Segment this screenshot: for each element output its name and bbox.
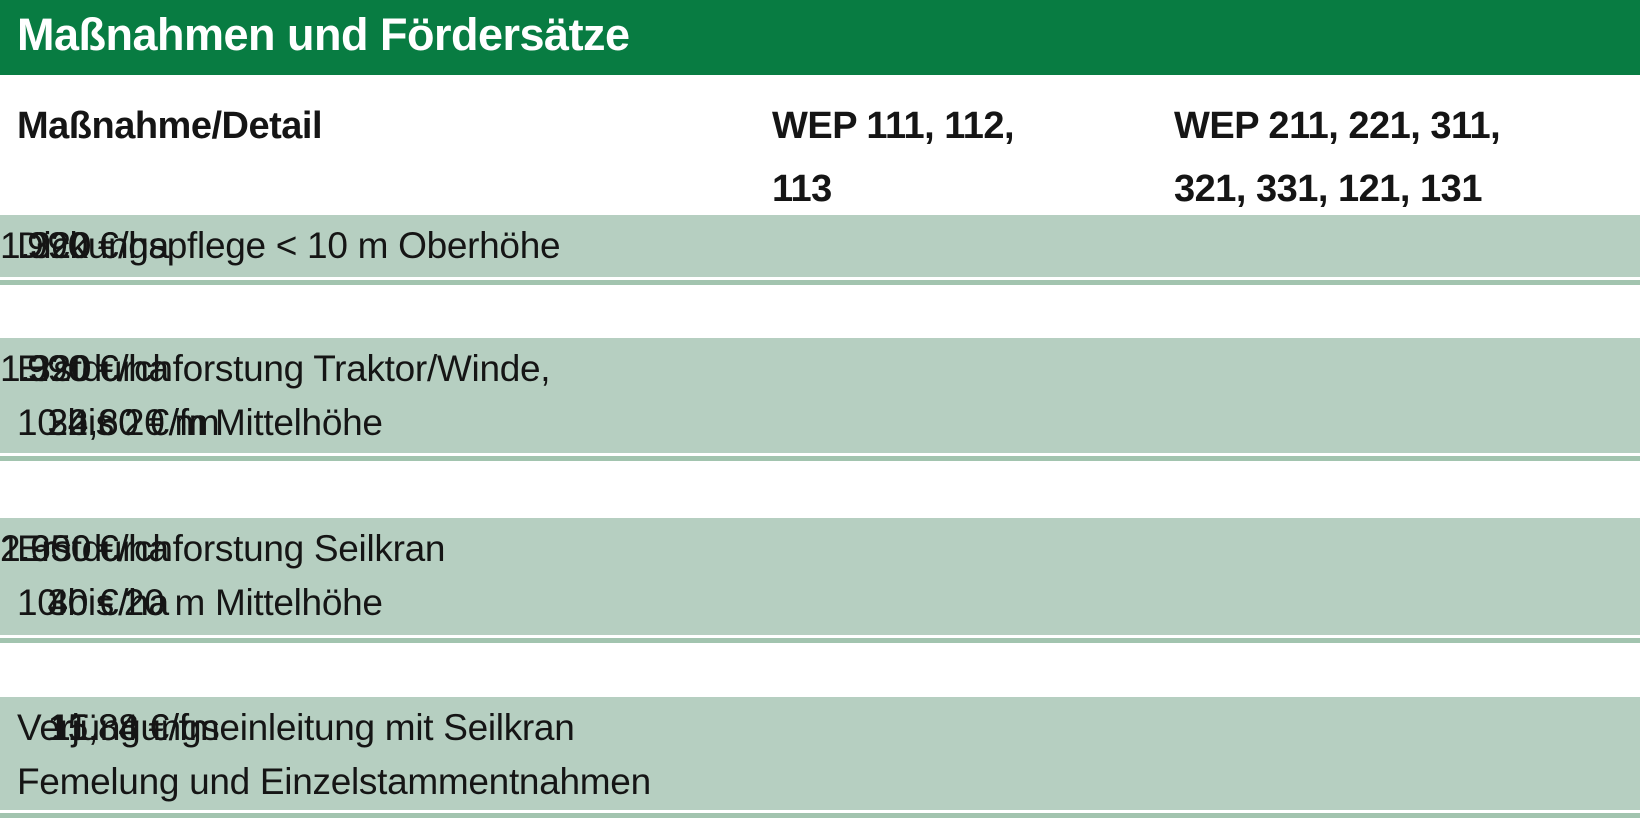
value-amount: 32 [47,402,88,443]
row-label-cell: Erstdurchforstung Seilkran 10 bis 20 m Mi… [17,518,445,630]
value-unit: €/ha [88,225,169,266]
column-header-wep-1: WEP 111, 112, 113 [772,75,1015,221]
value-line: 990 €/ha [0,219,169,273]
table-body: Dickungspflege < 10 m Oberhöhe 990 €/ha 1.… [0,215,1640,818]
value-amount: 2.600 [0,528,92,569]
value-unit: €/ha [88,225,169,266]
value-amount: 1.320 [0,348,92,389]
table-row: Verjüngungseinleitung mit Seilkran Femelu… [0,697,1640,810]
value-cell: 11,88 €/fm [0,697,219,755]
value-cell: 1.320 €/ha 32,80 €/fm [0,338,220,450]
value-cell: 990 €/ha 24,60 €/fm [0,338,219,450]
value-unit: ,84 €/fm [88,707,220,748]
value-unit: €/ha [88,582,169,623]
row-label-line: Verjüngungseinleitung mit Seilkran [17,707,575,748]
value-line: 30 €/ha [0,576,169,630]
value-line: 1.320 €/ha [0,219,169,273]
value-unit: ,88 €/fm [88,707,220,748]
value-cell: 1.950 €/ha 30 €/ha [0,518,169,630]
value-amount: 990 [27,225,88,266]
value-line: 11,88 €/fm [0,701,219,755]
value-unit: €/ha [88,528,169,569]
value-unit: ,60 €/fm [88,402,220,443]
row-label-cell: Verjüngungseinleitung mit Seilkran Femelu… [17,697,651,809]
column-header-measure: Maßnahme/Detail [17,75,323,158]
value-amount: 1.320 [0,225,92,266]
table-row: Dickungspflege < 10 m Oberhöhe 990 €/ha 1.… [0,215,1640,277]
value-amount: 24 [47,402,88,443]
value-cell: 2.600 €/ha 40 €/ha [0,518,169,630]
title-bar: Maßnahmen und Fördersätze [0,0,1640,75]
value-amount: 15 [47,707,88,748]
row-separator-line [0,638,1640,643]
value-line: 1.320 €/ha [0,342,219,396]
value-cell: 15,84 €/fm [0,697,219,755]
row-label-line: Dickungspflege < 10 m Oberhöhe [17,225,561,266]
value-line: 32,80 €/fm [0,396,219,450]
row-separator-line [0,280,1640,285]
value-line: 40 €/ha [0,576,169,630]
column-header-label: WEP 111, 112, [772,105,1015,147]
value-line: 990 €/ha [0,342,219,396]
page-title: Maßnahmen und Fördersätze [17,9,630,60]
table-row: Erstdurchforstung Traktor/Winde, 10 bis 2… [0,338,1640,453]
row-separator-line [0,456,1640,461]
row-label-line: 10 bis 20 m Mittelhöhe [17,582,383,623]
table-header-row: Maßnahme/Detail WEP 111, 112, 113 WEP 21… [0,75,1640,215]
column-header-label: Maßnahme/Detail [17,105,323,147]
value-amount: 11 [50,707,88,748]
value-line: 24,60 €/fm [0,396,219,450]
value-unit: €/ha [88,348,169,389]
column-header-label: 321, 331, 121, 131 [1174,168,1482,210]
value-line: 2.600 €/ha [0,522,169,576]
column-header-wep-2: WEP 211, 221, 311, 321, 331, 121, 131 [1174,75,1501,221]
value-cell: 990 €/ha [0,215,169,273]
value-unit: €/ha [88,582,169,623]
value-amount: 990 [27,348,88,389]
value-unit: ,80 €/fm [88,402,220,443]
row-label-cell: Erstdurchforstung Traktor/Winde, 10 bis 2… [17,338,551,450]
value-amount: 1.950 [0,528,92,569]
row-label-cell: Dickungspflege < 10 m Oberhöhe [17,215,561,273]
value-amount: 30 [47,582,88,623]
row-label-line: Femelung und Einzelstammentnahmen [17,761,651,802]
value-unit: €/ha [88,348,169,389]
row-label-line: Erstdurchforstung Seilkran [17,528,446,569]
row-separator-line [0,813,1640,818]
value-line: 15,84 €/fm [0,701,219,755]
column-header-label: WEP 211, 221, 311, [1174,105,1501,147]
value-unit: €/ha [88,528,169,569]
table-row: Erstdurchforstung Seilkran 10 bis 20 m Mi… [0,518,1640,635]
row-label-line: 10 bis 20 m Mittelhöhe [17,402,383,443]
column-header-label: 113 [772,168,832,210]
value-amount: 40 [47,582,88,623]
row-label-line: Erstdurchforstung Traktor/Winde, [17,348,551,389]
value-cell: 1.320 €/ha [0,215,169,273]
value-line: 1.950 €/ha [0,522,169,576]
